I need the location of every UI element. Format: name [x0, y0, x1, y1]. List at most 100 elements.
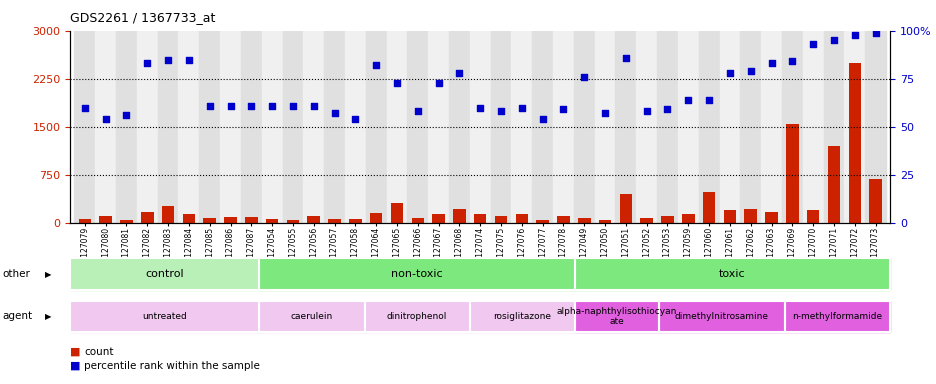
Text: alpha-naphthylisothiocyan
ate: alpha-naphthylisothiocyan ate [556, 307, 677, 326]
Bar [199, 31, 220, 223]
Bar [95, 31, 116, 223]
Bar [848, 63, 860, 223]
Point [722, 70, 737, 76]
Bar [573, 31, 594, 223]
Bar [552, 31, 573, 223]
Point [368, 62, 383, 68]
Point [846, 31, 861, 38]
Bar [245, 217, 257, 223]
Text: ▶: ▶ [45, 312, 51, 321]
Bar [411, 218, 424, 223]
Point [493, 108, 508, 114]
Bar [535, 220, 548, 223]
Point [98, 116, 113, 122]
Bar [453, 209, 465, 223]
Bar [203, 218, 215, 223]
Bar [765, 212, 777, 223]
Point [119, 112, 134, 118]
Point [555, 106, 570, 113]
Point [742, 68, 757, 74]
Point [202, 103, 217, 109]
Point [514, 104, 529, 111]
Bar [615, 31, 636, 223]
Bar [719, 31, 739, 223]
Text: n-methylformamide: n-methylformamide [792, 312, 882, 321]
Bar [162, 206, 174, 223]
Bar [594, 31, 615, 223]
Text: ■: ■ [70, 361, 80, 371]
Bar [640, 218, 652, 223]
Point [223, 103, 238, 109]
Point [160, 56, 175, 63]
Bar [390, 203, 402, 223]
Point [285, 103, 300, 109]
Bar [283, 31, 303, 223]
Point [243, 103, 258, 109]
Point [389, 79, 404, 86]
Bar [806, 210, 818, 223]
Bar [349, 218, 361, 223]
Text: non-toxic: non-toxic [391, 269, 443, 279]
Bar [744, 209, 756, 223]
Text: count: count [84, 347, 113, 357]
Text: other: other [3, 269, 31, 279]
Point [638, 108, 653, 114]
Bar [307, 216, 319, 223]
Point [306, 103, 321, 109]
Point [451, 70, 466, 76]
Bar [636, 31, 656, 223]
Text: percentile rank within the sample: percentile rank within the sample [84, 361, 260, 371]
Text: untreated: untreated [142, 312, 187, 321]
Point [659, 106, 674, 113]
Bar [220, 31, 241, 223]
Point [805, 41, 820, 47]
Bar [224, 217, 237, 223]
Point [784, 58, 799, 65]
Bar [511, 31, 532, 223]
Bar [864, 31, 885, 223]
Bar [178, 31, 199, 223]
Point [577, 74, 592, 80]
Point [597, 110, 612, 116]
Bar [324, 31, 344, 223]
Bar [261, 31, 283, 223]
Bar [598, 220, 610, 223]
Point [139, 60, 154, 66]
Bar [823, 31, 843, 223]
Bar [474, 214, 486, 223]
Text: ■: ■ [70, 347, 80, 357]
Bar [137, 31, 157, 223]
Point [327, 110, 342, 116]
Bar [739, 31, 760, 223]
Bar [328, 219, 341, 223]
Text: rosiglitazone: rosiglitazone [492, 312, 550, 321]
Bar [365, 31, 387, 223]
Bar [490, 31, 511, 223]
Bar [661, 216, 673, 223]
Point [701, 97, 716, 103]
Bar [532, 31, 552, 223]
Text: caerulein: caerulein [290, 312, 333, 321]
Bar [157, 31, 178, 223]
Text: toxic: toxic [719, 269, 745, 279]
Bar [782, 31, 802, 223]
Bar [843, 31, 864, 223]
Bar [303, 31, 324, 223]
Bar [515, 214, 528, 223]
Bar [619, 194, 632, 223]
Bar [802, 31, 823, 223]
Point [182, 56, 197, 63]
Point [431, 79, 446, 86]
Point [534, 116, 549, 122]
Point [867, 30, 882, 36]
Bar [760, 31, 782, 223]
Bar [99, 216, 111, 223]
Text: dinitrophenol: dinitrophenol [387, 312, 446, 321]
Bar [141, 212, 154, 223]
Bar [428, 31, 448, 223]
Point [78, 104, 93, 111]
Text: ▶: ▶ [45, 270, 51, 279]
Bar [183, 214, 195, 223]
Text: GDS2261 / 1367733_at: GDS2261 / 1367733_at [70, 12, 215, 25]
Bar [370, 213, 382, 223]
